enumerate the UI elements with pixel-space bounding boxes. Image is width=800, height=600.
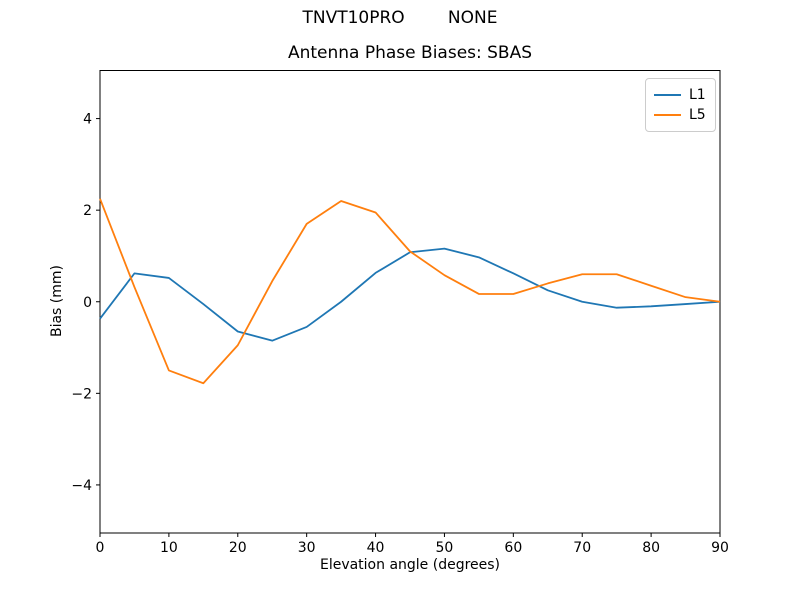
legend-l1-label: L1 [689,87,706,103]
l1-line [99,247,721,342]
x-tick-label: 30 [298,540,316,556]
x-tick-label: 0 [96,540,105,556]
x-tick-label: 80 [642,540,660,556]
legend-l1-line-icon [654,94,681,96]
y-tick-label: 0 [83,295,92,311]
x-tick-label: 50 [436,540,454,556]
legend-l5-label: L5 [689,107,706,123]
x-tick-label: 90 [711,540,729,556]
y-tick-label: 4 [83,112,92,128]
x-tick-label: 40 [367,540,385,556]
x-tick-label: 20 [229,540,247,556]
y-tick-label: −4 [71,478,92,494]
y-tick-label: 2 [83,203,92,219]
legend-entry-l1: L1 [646,85,715,105]
l5-line [99,198,721,385]
x-tick-label: 70 [573,540,591,556]
y-axis-label: Bias (mm) [49,264,65,338]
x-tick-label: 60 [504,540,522,556]
y-tick-label: −2 [71,386,92,402]
legend-l5-line-icon [654,114,681,116]
x-axis-label: Elevation angle (degrees) [319,557,501,573]
chart-title: Antenna Phase Biases: SBAS [287,43,533,63]
suptitle: TNVT10PRO NONE [302,8,498,28]
axes-border [99,70,721,534]
legend: L1 L5 [645,78,716,132]
x-tick-label: 10 [160,540,178,556]
legend-entry-l5: L5 [646,105,715,125]
